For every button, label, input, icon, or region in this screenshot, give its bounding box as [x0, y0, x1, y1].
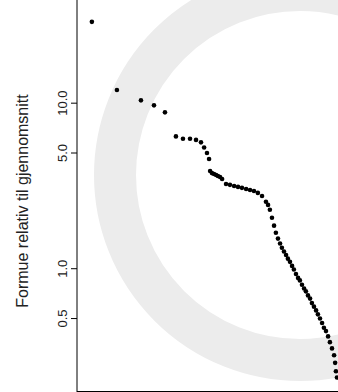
point: [188, 136, 193, 141]
y-tick-label: 0.5: [55, 310, 70, 328]
y-tick: [71, 268, 77, 269]
x-axis: [77, 391, 338, 392]
point: [266, 203, 271, 208]
point: [294, 272, 299, 277]
point: [324, 329, 329, 334]
point: [326, 334, 331, 339]
point: [152, 103, 157, 108]
point: [256, 191, 261, 196]
point: [199, 140, 204, 145]
point: [244, 187, 249, 192]
point: [174, 134, 179, 139]
point: [220, 177, 225, 182]
point: [335, 375, 338, 380]
point: [304, 289, 309, 294]
y-axis-label: Formue relativ til gjennomsnitt: [14, 94, 31, 308]
point: [274, 230, 279, 235]
y-tick: [71, 153, 77, 154]
point: [318, 316, 323, 321]
point: [232, 184, 237, 189]
point: [314, 308, 319, 313]
point: [334, 369, 338, 374]
point: [272, 223, 277, 228]
point: [332, 353, 337, 358]
point: [205, 151, 210, 156]
point: [260, 194, 265, 199]
point: [228, 183, 233, 188]
point: [202, 145, 207, 150]
point: [139, 98, 144, 103]
point: [288, 260, 293, 265]
y-axis: [77, 0, 78, 392]
y-tick-label: 10.0: [55, 91, 70, 116]
point: [115, 88, 120, 93]
point: [316, 312, 321, 317]
y-tick-label: 5.0: [55, 144, 70, 162]
point: [308, 296, 313, 301]
y-tick: [71, 318, 77, 319]
point: [90, 20, 95, 25]
point: [330, 346, 335, 351]
point: [278, 241, 283, 246]
point: [224, 182, 229, 187]
point: [292, 267, 297, 272]
y-tick-label: 1.0: [55, 260, 70, 278]
point: [163, 110, 168, 115]
point: [207, 157, 212, 162]
chart: 0.5 1.0 5.0 10.0 Formue relativ til gjennoms…: [0, 0, 338, 392]
point: [194, 138, 199, 143]
point: [320, 321, 325, 326]
point: [268, 207, 273, 212]
point: [298, 278, 303, 283]
point: [240, 186, 245, 191]
point: [333, 361, 338, 366]
y-tick: [71, 103, 77, 104]
point: [248, 188, 253, 193]
watermark: [115, 0, 338, 360]
point: [236, 185, 241, 190]
point: [252, 189, 257, 194]
point: [328, 340, 333, 345]
point: [181, 136, 186, 141]
points: [90, 20, 338, 380]
point: [270, 216, 275, 221]
point: [276, 236, 281, 241]
